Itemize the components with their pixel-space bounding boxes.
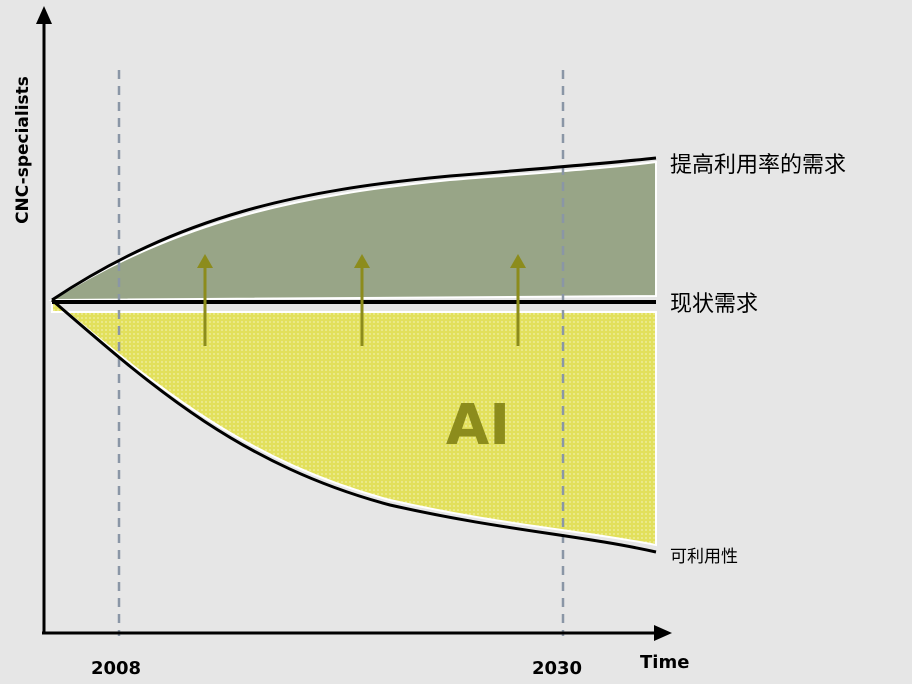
x-axis-arrow bbox=[654, 625, 672, 641]
increased-demand-label: 提高利用率的需求 bbox=[670, 153, 846, 178]
marker-label-2008: 2008 bbox=[91, 658, 141, 679]
y-axis-label: CNC-specialists bbox=[13, 76, 33, 224]
marker-label-2030: 2030 bbox=[532, 658, 582, 679]
current-demand-label: 现状需求 bbox=[670, 292, 758, 317]
increased-demand-curve bbox=[51, 156, 657, 302]
growth-arrows bbox=[197, 254, 526, 346]
availability-label: 可利用性 bbox=[670, 547, 738, 567]
ai-gap-label: AI bbox=[446, 393, 510, 458]
availability-curve bbox=[51, 298, 657, 554]
availability-gap-area bbox=[51, 297, 657, 547]
increased-demand-area bbox=[48, 160, 657, 302]
x-axis-label: Time bbox=[640, 652, 689, 673]
y-axis-arrow bbox=[36, 6, 52, 24]
